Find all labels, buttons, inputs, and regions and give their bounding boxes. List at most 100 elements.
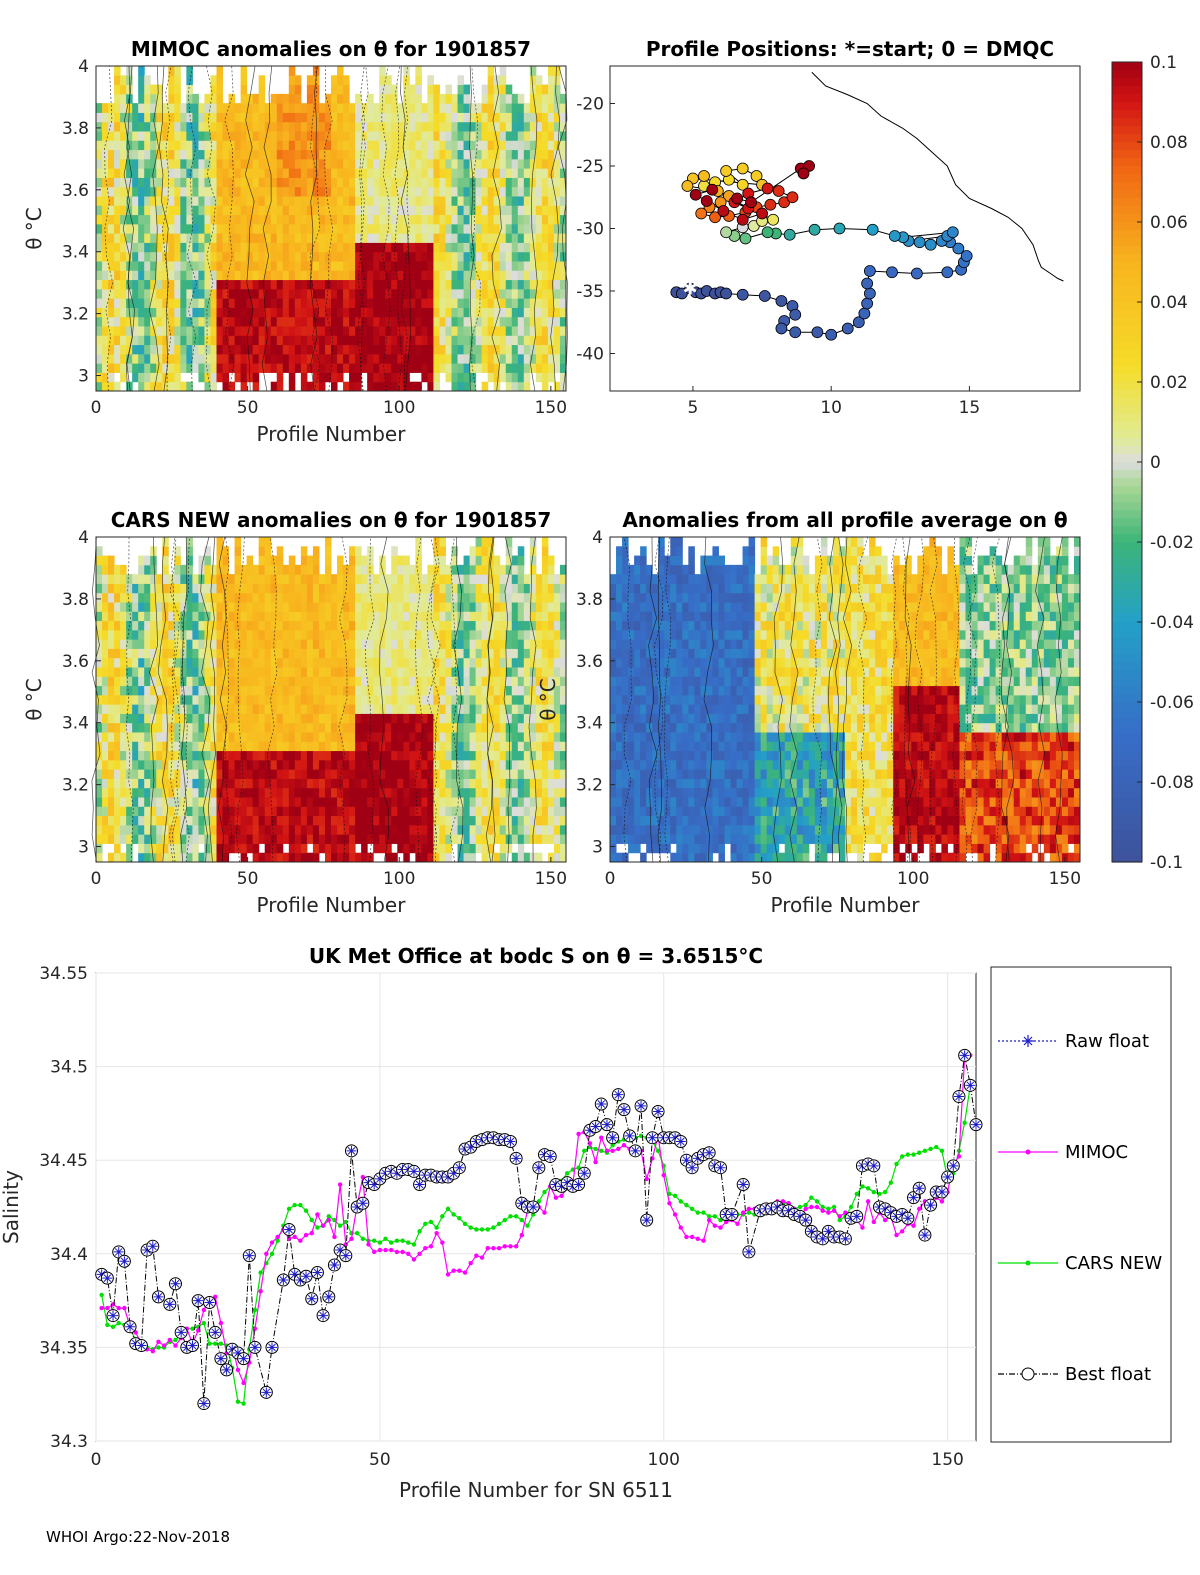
heat-cell xyxy=(252,713,260,724)
heat-cell xyxy=(114,704,121,714)
heat-cell xyxy=(258,583,266,594)
heat-cell xyxy=(288,797,296,807)
heat-cell xyxy=(240,186,248,197)
heat-cell xyxy=(270,131,278,141)
heat-cell xyxy=(144,363,151,373)
heat-cell xyxy=(186,843,193,854)
heat-cell xyxy=(559,298,567,308)
heat-cell xyxy=(276,546,284,557)
heat-cell xyxy=(433,806,440,817)
heat-cell xyxy=(144,713,151,724)
heat-cell xyxy=(349,196,356,206)
heat-cell xyxy=(511,713,519,724)
heat-cell xyxy=(337,84,344,95)
heat-cell xyxy=(397,629,404,640)
heat-cell xyxy=(102,196,109,206)
heat-cell xyxy=(331,279,338,290)
heat-cell xyxy=(451,574,459,584)
profile-position-point xyxy=(789,308,802,321)
heat-cell xyxy=(331,787,338,798)
heat-cell xyxy=(385,629,392,640)
heat-cell xyxy=(324,186,332,197)
heat-cell xyxy=(481,611,489,622)
heat-cell xyxy=(553,316,561,327)
heat-cell xyxy=(186,353,193,364)
heat-cell xyxy=(114,158,121,169)
heat-cell xyxy=(144,704,151,714)
heat-cell xyxy=(397,787,404,798)
heat-cell xyxy=(421,251,428,262)
heat-cell xyxy=(222,797,230,807)
heat-cell xyxy=(487,279,495,290)
heat-cell xyxy=(108,741,115,752)
heat-cell xyxy=(126,583,133,594)
contour-line xyxy=(470,65,481,392)
heat-cell xyxy=(156,713,163,724)
heat-cell xyxy=(403,769,410,779)
heat-cell xyxy=(487,149,495,160)
heat-cell xyxy=(198,233,205,243)
heat-cell xyxy=(511,797,519,807)
heat-cell xyxy=(204,657,211,668)
heat-cell xyxy=(198,769,205,779)
heat-cell xyxy=(240,620,248,631)
heat-cell xyxy=(96,722,103,733)
heat-cell xyxy=(204,676,211,687)
heat-cell xyxy=(553,298,561,308)
heat-cell xyxy=(120,242,127,253)
heat-cell xyxy=(349,344,356,355)
heat-cell xyxy=(439,769,446,779)
heat-cell xyxy=(324,648,332,659)
heat-cell xyxy=(487,815,495,826)
profile-position-point xyxy=(797,167,810,180)
heat-cell xyxy=(276,657,284,668)
heat-cell xyxy=(415,555,422,566)
heat-cell xyxy=(391,741,398,752)
heat-cell xyxy=(469,288,477,299)
heat-cell xyxy=(499,676,507,687)
heat-cell xyxy=(180,214,187,225)
heat-cell xyxy=(324,112,332,123)
heat-cell xyxy=(553,242,561,253)
heat-cell xyxy=(475,694,483,705)
heat-cell xyxy=(192,824,199,835)
heat-cell xyxy=(156,279,163,290)
heat-cell xyxy=(523,149,531,160)
heat-cell xyxy=(511,694,519,705)
heat-cell xyxy=(246,251,254,262)
heat-cell xyxy=(306,158,314,169)
heat-cell xyxy=(114,279,121,290)
heat-cell xyxy=(180,648,187,659)
heat-cell xyxy=(144,75,151,86)
heat-cell xyxy=(343,592,350,603)
heat-cell xyxy=(517,787,525,798)
heat-cell xyxy=(475,537,483,547)
heat-cell xyxy=(270,722,278,733)
heat-cell xyxy=(355,316,362,327)
heat-cell xyxy=(114,196,121,206)
coastline xyxy=(811,71,1064,282)
heat-cell xyxy=(421,121,428,132)
heat-cell xyxy=(192,787,199,798)
heat-cell xyxy=(270,149,278,160)
heat-cell xyxy=(114,363,121,373)
heat-cell xyxy=(126,667,133,677)
heat-cell xyxy=(439,564,446,575)
heat-cell xyxy=(318,732,326,742)
heat-cell xyxy=(126,592,133,603)
heat-cell xyxy=(156,84,163,95)
heat-cell xyxy=(138,713,145,724)
heat-cell xyxy=(318,288,326,299)
heat-cell xyxy=(337,843,344,854)
heat-cell xyxy=(96,196,103,206)
heat-cell xyxy=(126,316,133,327)
heat-cell xyxy=(439,713,446,724)
heat-cell xyxy=(222,353,230,364)
heat-cell xyxy=(276,685,284,696)
heat-cell xyxy=(343,834,350,844)
heat-cell xyxy=(222,335,230,346)
heat-cell xyxy=(156,620,163,631)
heat-cell xyxy=(439,546,446,557)
heat-cell xyxy=(216,824,224,835)
heat-cell xyxy=(457,93,465,104)
